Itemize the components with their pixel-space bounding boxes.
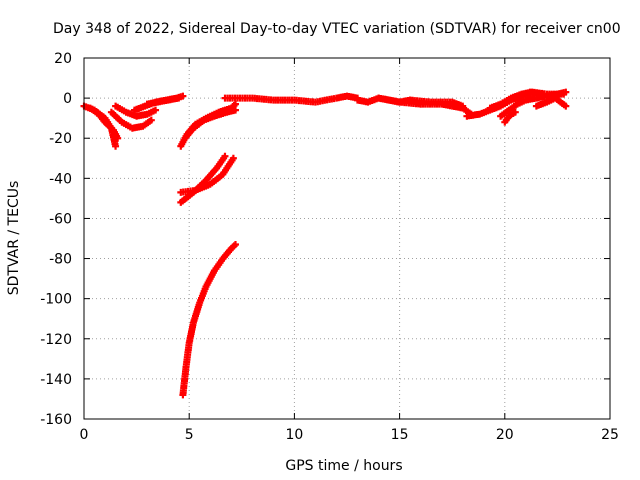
data-point-run [182, 341, 193, 371]
data-point [114, 134, 122, 142]
data-point [152, 106, 160, 114]
data-point-run [185, 321, 197, 347]
series-arc-mid-cross-2 [177, 154, 237, 196]
data-point-run [375, 94, 401, 106]
data-point [221, 152, 229, 160]
x-tick-label: 10 [285, 427, 303, 443]
data-point [231, 100, 239, 108]
grid [84, 58, 610, 419]
data-point-run [95, 110, 108, 125]
series-arc-early-3 [107, 108, 155, 132]
x-tick-label: 25 [601, 427, 619, 443]
data-point-run [181, 126, 196, 142]
x-tick-label: 5 [185, 427, 194, 443]
data-point-run [497, 95, 513, 108]
data-point [459, 102, 467, 110]
y-tick-label: -40 [49, 171, 72, 187]
data-point-run [502, 112, 513, 124]
series-arc-mid-up [177, 100, 239, 150]
data-point-run [497, 107, 511, 120]
data-point-run [213, 154, 228, 172]
plot-frame [83, 57, 611, 420]
data-point-run [311, 95, 338, 106]
y-tick-label: 20 [54, 51, 72, 67]
x-tick-label: 0 [80, 427, 89, 443]
data-point [229, 154, 237, 162]
data-point [562, 102, 570, 110]
data-point-run [107, 108, 124, 124]
data-point-run [210, 257, 225, 275]
data-point-run [118, 118, 134, 131]
data-series [80, 88, 570, 399]
data-point [231, 241, 239, 249]
data-point-run [507, 108, 519, 119]
data-point-run [202, 166, 219, 184]
data-point [175, 94, 183, 102]
data-point-run [179, 365, 190, 399]
tick-labels: 0 5 10 15 20 25 20 0 -20 -40 -60 -80 -100 -120 -140 -16… [40, 51, 619, 443]
data-point-run [219, 156, 236, 178]
y-tick-label: -80 [49, 252, 72, 268]
data-point-run [86, 104, 101, 117]
series-arc-deep [179, 241, 239, 399]
y-tick-label: -160 [40, 412, 72, 428]
series-arc-early-6 [143, 94, 183, 108]
series-arc-early-4 [112, 102, 160, 120]
data-point [179, 92, 187, 100]
series-arc-mid-up-2 [181, 106, 239, 142]
data-point-run [551, 94, 568, 109]
data-point-run [112, 102, 128, 115]
axis-ticks [83, 57, 611, 420]
series-arc-late-4 [501, 108, 519, 126]
y-axis-label: SDTVAR / TECUs [6, 181, 22, 296]
y-tick-label: -20 [49, 131, 72, 147]
series-arc-late-5 [532, 94, 570, 110]
y-tick-label: -60 [49, 211, 72, 227]
data-point-run [139, 117, 154, 130]
chart-title: Day 348 of 2022, Sidereal Day-to-day VTE… [53, 21, 621, 37]
data-point-run [189, 118, 206, 132]
data-point [562, 88, 570, 96]
y-tick-label: 0 [63, 91, 72, 107]
data-point-run [505, 101, 520, 114]
data-point [231, 106, 239, 114]
y-tick-label: -120 [40, 332, 72, 348]
x-axis-label: GPS time / hours [285, 458, 402, 474]
data-point [112, 142, 120, 150]
data-point-run [101, 118, 116, 133]
x-tick-label: 15 [391, 427, 409, 443]
data-point-run [221, 94, 254, 102]
data-point-run [219, 246, 234, 263]
series-arc-early-2 [86, 104, 122, 142]
data-point [501, 118, 509, 126]
data-point-run [206, 172, 225, 188]
data-point [147, 116, 155, 124]
series-arc-late-3 [497, 88, 570, 120]
series-arc-day-1 [221, 92, 362, 106]
y-tick-label: -140 [40, 372, 72, 388]
data-point-run [227, 242, 238, 252]
series-arc-day-4 [406, 96, 467, 110]
y-tick-label: -100 [40, 292, 72, 308]
x-tick-label: 20 [496, 427, 514, 443]
